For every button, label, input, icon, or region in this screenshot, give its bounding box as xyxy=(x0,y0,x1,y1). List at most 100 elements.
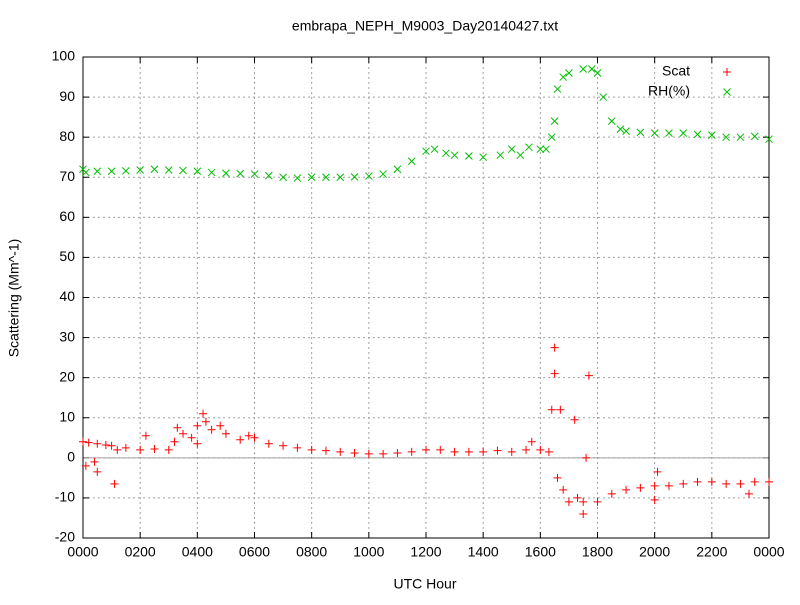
data-point xyxy=(570,415,579,424)
data-point xyxy=(507,447,516,456)
data-point xyxy=(110,479,119,488)
data-point xyxy=(582,453,591,462)
data-point xyxy=(422,147,430,156)
data-point xyxy=(141,431,150,440)
data-point xyxy=(556,405,565,414)
data-point xyxy=(201,417,210,426)
data-point xyxy=(93,467,102,476)
x-axis-label: UTC Hour xyxy=(393,576,456,592)
data-point xyxy=(707,477,716,486)
data-point xyxy=(579,65,588,73)
data-point xyxy=(336,447,345,456)
y-tick-label: 80 xyxy=(59,128,75,144)
data-point xyxy=(164,445,173,454)
y-axis-label: Scattering (Mm^-1) xyxy=(6,239,22,358)
data-point xyxy=(170,437,179,446)
data-point xyxy=(599,93,608,101)
data-point xyxy=(179,429,188,438)
data-point xyxy=(616,125,625,134)
data-point xyxy=(350,449,359,458)
data-point xyxy=(464,447,473,456)
y-tick-label: 40 xyxy=(59,288,75,304)
data-point xyxy=(653,467,662,476)
x-tick-label: 1200 xyxy=(410,544,441,560)
data-point xyxy=(765,135,773,144)
x-tick-label: 2000 xyxy=(639,544,670,560)
x-tick-label: 0000 xyxy=(67,544,98,560)
data-point xyxy=(122,166,130,175)
y-tick-label: 60 xyxy=(59,208,75,224)
data-point xyxy=(527,437,536,446)
data-point xyxy=(564,497,573,506)
data-point xyxy=(279,441,288,450)
data-point xyxy=(250,170,259,178)
data-point xyxy=(479,153,488,162)
data-point xyxy=(216,421,225,430)
legend-label: Scat xyxy=(662,63,690,79)
data-point xyxy=(264,439,273,448)
data-point xyxy=(465,152,473,160)
data-point xyxy=(493,446,502,455)
data-point xyxy=(336,173,345,182)
legend-marker xyxy=(723,68,731,76)
data-point xyxy=(136,166,145,174)
data-point xyxy=(553,85,562,93)
data-point xyxy=(750,477,759,486)
y-tick-label: 100 xyxy=(52,48,76,64)
x-tick-label: 1000 xyxy=(353,544,384,560)
data-point xyxy=(442,149,450,158)
data-point xyxy=(193,421,202,430)
data-point xyxy=(179,166,187,175)
data-point xyxy=(665,129,673,138)
data-point xyxy=(553,473,562,482)
data-point xyxy=(664,481,673,490)
data-point xyxy=(636,483,645,492)
data-point xyxy=(593,497,602,506)
data-point xyxy=(584,371,593,380)
data-point xyxy=(164,166,173,174)
data-point xyxy=(321,446,330,455)
x-tick-label: 0600 xyxy=(239,544,270,560)
data-point xyxy=(507,145,516,154)
data-point xyxy=(579,509,588,518)
data-point xyxy=(150,445,159,454)
data-point xyxy=(722,479,731,488)
data-point xyxy=(279,173,287,182)
data-point xyxy=(90,457,99,466)
data-point xyxy=(707,131,716,140)
data-point xyxy=(736,479,745,488)
data-point xyxy=(525,143,533,152)
y-tick-label: 0 xyxy=(67,449,75,465)
data-point xyxy=(222,169,230,178)
y-tick-label: 90 xyxy=(59,88,75,104)
plot-border xyxy=(82,56,770,539)
data-point xyxy=(479,447,488,456)
data-point xyxy=(236,169,245,178)
data-point xyxy=(136,445,145,454)
data-point xyxy=(587,65,596,73)
data-point xyxy=(207,168,216,177)
x-tick-label: 1400 xyxy=(468,544,499,560)
data-point xyxy=(307,173,316,182)
y-tick-label: 50 xyxy=(59,248,75,264)
data-point xyxy=(450,151,459,160)
data-point xyxy=(393,449,402,458)
data-point xyxy=(244,431,253,440)
data-point xyxy=(322,173,330,182)
data-point xyxy=(679,129,688,138)
x-tick-label: 1600 xyxy=(525,544,556,560)
data-point xyxy=(293,443,302,452)
data-point xyxy=(264,171,273,180)
data-point xyxy=(565,69,573,77)
data-point xyxy=(765,477,773,486)
data-point xyxy=(193,439,202,448)
data-point xyxy=(722,133,730,142)
data-point xyxy=(93,167,102,176)
x-tick-label: 1800 xyxy=(582,544,613,560)
data-point xyxy=(736,133,745,142)
data-point xyxy=(550,117,559,125)
data-point xyxy=(750,132,759,141)
data-point xyxy=(593,69,602,77)
data-point xyxy=(547,133,556,142)
data-point xyxy=(407,447,416,456)
